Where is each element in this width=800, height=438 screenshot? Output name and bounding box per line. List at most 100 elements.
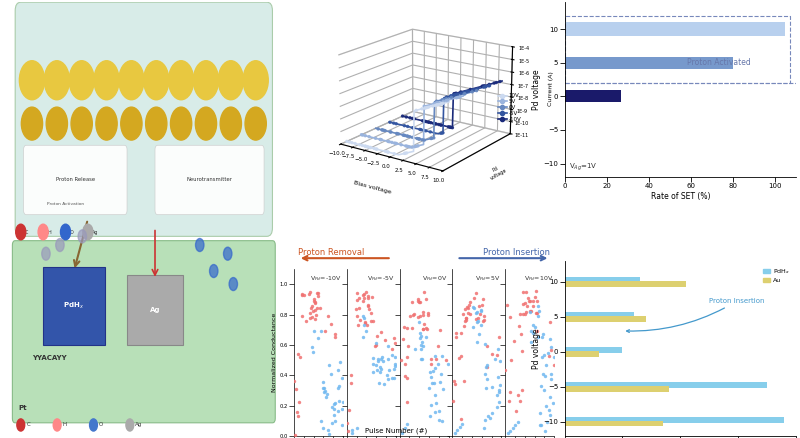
Point bbox=[525, 307, 538, 314]
X-axis label: Rate of SET (%): Rate of SET (%) bbox=[650, 192, 710, 201]
Point bbox=[312, 290, 325, 297]
Point bbox=[414, 346, 427, 353]
Point bbox=[329, 333, 342, 340]
Point bbox=[494, 357, 506, 364]
Point bbox=[446, 397, 459, 404]
Point bbox=[318, 389, 331, 396]
Point bbox=[414, 329, 427, 336]
Point bbox=[319, 394, 332, 401]
Point bbox=[448, 378, 461, 385]
Point bbox=[389, 363, 402, 370]
Point bbox=[325, 371, 338, 378]
Point bbox=[450, 333, 462, 340]
Point bbox=[491, 346, 504, 353]
Point bbox=[433, 378, 446, 385]
Point bbox=[353, 295, 366, 302]
FancyBboxPatch shape bbox=[15, 2, 273, 237]
Point bbox=[537, 370, 550, 377]
Point bbox=[477, 296, 490, 303]
Circle shape bbox=[46, 107, 67, 140]
Point bbox=[435, 370, 448, 377]
Point bbox=[538, 373, 551, 380]
Point bbox=[473, 331, 486, 338]
Point bbox=[350, 297, 363, 304]
Point bbox=[532, 302, 545, 309]
Point bbox=[478, 313, 490, 320]
Point bbox=[329, 399, 342, 406]
Point bbox=[344, 380, 357, 387]
Point bbox=[342, 427, 354, 434]
Point bbox=[295, 290, 308, 297]
Point bbox=[319, 387, 332, 394]
Point bbox=[474, 307, 487, 314]
Circle shape bbox=[19, 61, 45, 100]
Circle shape bbox=[96, 107, 117, 140]
Point bbox=[460, 317, 473, 324]
Point bbox=[534, 410, 546, 417]
Text: Pt: Pt bbox=[18, 405, 26, 410]
Point bbox=[543, 411, 556, 418]
Point bbox=[358, 314, 370, 321]
Point bbox=[501, 302, 514, 309]
Point bbox=[428, 364, 441, 371]
Circle shape bbox=[78, 230, 86, 243]
Point bbox=[314, 328, 327, 335]
Point bbox=[421, 326, 434, 333]
Point bbox=[480, 375, 493, 382]
Point bbox=[375, 354, 388, 361]
FancyBboxPatch shape bbox=[12, 241, 275, 423]
Point bbox=[428, 409, 441, 416]
Point bbox=[449, 429, 462, 436]
Point bbox=[535, 353, 548, 360]
Point bbox=[530, 309, 542, 316]
Point bbox=[535, 421, 548, 428]
Point bbox=[346, 429, 359, 436]
Point bbox=[329, 331, 342, 338]
FancyBboxPatch shape bbox=[23, 145, 127, 215]
Point bbox=[306, 344, 318, 351]
Point bbox=[362, 306, 375, 313]
Circle shape bbox=[218, 61, 243, 100]
Point bbox=[327, 405, 340, 412]
Circle shape bbox=[42, 247, 50, 260]
Point bbox=[424, 369, 437, 376]
Point bbox=[306, 349, 319, 356]
Point bbox=[325, 321, 338, 328]
Point bbox=[523, 308, 536, 315]
Point bbox=[426, 367, 439, 374]
Point bbox=[365, 310, 378, 317]
Point bbox=[503, 314, 516, 321]
Point bbox=[545, 371, 558, 378]
Point bbox=[545, 346, 558, 353]
Point bbox=[454, 329, 467, 336]
Point bbox=[470, 290, 482, 297]
Point bbox=[454, 353, 467, 360]
Point bbox=[309, 300, 322, 307]
Point bbox=[357, 297, 370, 304]
Point bbox=[374, 363, 386, 370]
Text: Ag: Ag bbox=[135, 423, 142, 427]
Point bbox=[475, 301, 488, 308]
Point bbox=[335, 421, 348, 428]
Circle shape bbox=[146, 107, 167, 140]
Circle shape bbox=[119, 61, 144, 100]
Point bbox=[478, 340, 491, 347]
Point bbox=[403, 313, 416, 320]
Point bbox=[538, 428, 551, 435]
Text: Ag: Ag bbox=[92, 230, 98, 234]
Point bbox=[375, 365, 388, 372]
Point bbox=[306, 307, 319, 314]
Point bbox=[538, 352, 550, 359]
Point bbox=[326, 403, 338, 410]
Point bbox=[331, 384, 344, 391]
Point bbox=[416, 312, 429, 319]
Point bbox=[491, 391, 504, 398]
Point bbox=[515, 347, 528, 354]
Point bbox=[486, 351, 498, 358]
Point bbox=[370, 361, 382, 368]
Point bbox=[322, 427, 334, 434]
Point bbox=[547, 362, 560, 369]
Text: Proton Insertion: Proton Insertion bbox=[626, 298, 765, 332]
X-axis label: Bias voltage: Bias voltage bbox=[353, 180, 391, 195]
Point bbox=[425, 356, 438, 363]
